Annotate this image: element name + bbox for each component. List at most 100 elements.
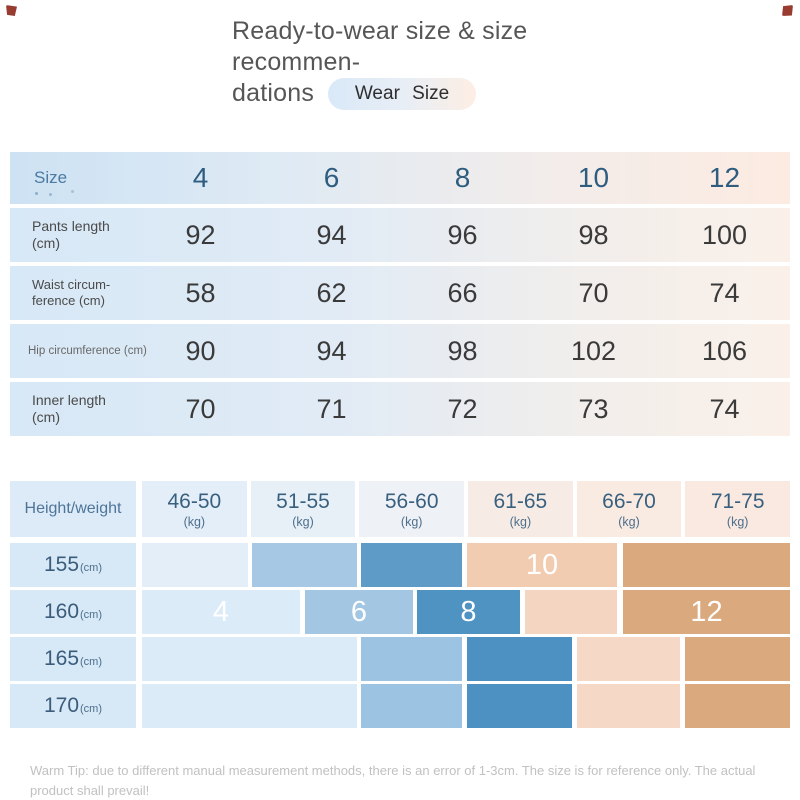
size-zone-block bbox=[142, 543, 248, 587]
size-column-6: 6 bbox=[323, 162, 340, 193]
page-title: Ready-to-wear size & size recommen- dati… bbox=[232, 16, 592, 109]
recommendation-table-header: Height/weight 46-50 (kg) 51-55 (kg) 56-6… bbox=[10, 481, 791, 537]
size-column-4: 4 bbox=[192, 162, 209, 193]
table-row-inner-length: Inner length (cm) 70 71 72 73 74 bbox=[10, 382, 790, 436]
corner-mark-right bbox=[782, 5, 793, 16]
weight-range: 56-60 bbox=[384, 489, 439, 513]
weight-range: 66-70 bbox=[602, 489, 656, 513]
page-title-line2: dations bbox=[232, 79, 315, 107]
size-value-cell: 92 bbox=[185, 219, 216, 250]
wear-size-badge-label: Wear Size bbox=[354, 83, 450, 104]
table-row-155cm: 155 (cm) 10 bbox=[10, 543, 790, 587]
size-value-cell: 74 bbox=[709, 393, 740, 424]
size-zone-block bbox=[361, 637, 462, 681]
size-zone-block bbox=[623, 543, 790, 587]
table-row-hip: Hip circumference (cm) 90 94 98 102 106 bbox=[10, 324, 790, 378]
size-table-header: Size 4 6 8 10 12 bbox=[10, 152, 790, 204]
weight-range: 46-50 bbox=[167, 489, 222, 513]
weight-range: 51-55 bbox=[276, 489, 330, 513]
warm-tip: Warm Tip: due to different manual measur… bbox=[30, 763, 756, 799]
weight-unit: (kg) bbox=[509, 514, 532, 529]
weight-header-cell: 56-60 (kg) bbox=[359, 481, 465, 537]
size-zone-block-10: 10 bbox=[467, 543, 617, 587]
height-value: 155 bbox=[43, 553, 80, 576]
size-zone-block-4: 4 bbox=[142, 590, 300, 634]
size-zone-block bbox=[142, 637, 357, 681]
size-value-cell: 90 bbox=[185, 335, 216, 366]
table-row-160cm: 160 (cm) 4 6 8 12 bbox=[10, 590, 790, 634]
size-header-label-cell: Size bbox=[10, 168, 135, 195]
corner-mark-left bbox=[6, 5, 17, 16]
size-zone-block bbox=[577, 684, 680, 728]
height-value: 160 bbox=[43, 600, 80, 623]
height-label-cell: 165 (cm) bbox=[10, 637, 136, 681]
table-row-170cm: 170 (cm) bbox=[10, 684, 790, 728]
size-zone-block bbox=[577, 637, 680, 681]
size-value-cell: 106 bbox=[701, 335, 748, 366]
row-label: Inner length (cm) bbox=[32, 391, 106, 426]
height-unit: (cm) bbox=[80, 703, 103, 715]
size-underline-artifact bbox=[35, 192, 38, 195]
table-row-waist: Waist circum-ference (cm) 58 62 66 70 74 bbox=[10, 266, 790, 320]
weight-range: 61-65 bbox=[493, 489, 548, 513]
height-weight-header-cell: Height/weight bbox=[10, 481, 136, 537]
size-value-cell: 102 bbox=[570, 335, 617, 366]
height-value: 165 bbox=[43, 647, 80, 670]
size-value-cell: 73 bbox=[578, 393, 609, 424]
size-column-12: 12 bbox=[708, 162, 741, 193]
size-zone-block bbox=[142, 684, 357, 728]
row-label: Pants length (cm) bbox=[32, 217, 110, 252]
size-value-cell: 74 bbox=[709, 277, 740, 308]
size-zone-block-6: 6 bbox=[305, 590, 413, 634]
weight-range: 71-75 bbox=[710, 489, 765, 513]
size-value-cell: 96 bbox=[447, 219, 478, 250]
row-label: Waist circum-ference (cm) bbox=[32, 276, 111, 308]
size-value-cell: 62 bbox=[316, 277, 347, 308]
size-value-cell: 94 bbox=[316, 219, 347, 250]
height-label-cell: 170 (cm) bbox=[10, 684, 136, 728]
weight-header-cell: 51-55 (kg) bbox=[250, 481, 356, 537]
weight-unit: (kg) bbox=[183, 514, 206, 529]
size-zone-block-12: 12 bbox=[623, 590, 790, 634]
size-zone-block bbox=[467, 637, 572, 681]
weight-unit: (kg) bbox=[400, 514, 423, 529]
height-unit: (cm) bbox=[80, 609, 103, 621]
weight-unit: (kg) bbox=[292, 514, 314, 529]
height-label-cell: 160 (cm) bbox=[10, 590, 136, 634]
size-value-cell: 58 bbox=[185, 277, 216, 308]
size-zone-block bbox=[252, 543, 357, 587]
height-weight-label: Height/weight bbox=[24, 500, 122, 517]
height-unit: (cm) bbox=[80, 562, 103, 574]
weight-unit: (kg) bbox=[726, 514, 749, 529]
weight-unit: (kg) bbox=[618, 514, 640, 529]
weight-header-cell: 61-65 (kg) bbox=[468, 481, 573, 537]
size-value-cell: 66 bbox=[447, 277, 478, 308]
size-value-cell: 71 bbox=[316, 393, 347, 424]
height-unit: (cm) bbox=[80, 656, 103, 668]
table-row-pants-length: Pants length (cm) 92 94 96 98 100 bbox=[10, 208, 790, 262]
size-column-8: 8 bbox=[454, 162, 471, 193]
size-zone-block bbox=[467, 684, 572, 728]
row-label: Hip circumference (cm) bbox=[28, 344, 147, 357]
weight-header-cell: 66-70 (kg) bbox=[576, 481, 682, 537]
height-value: 170 bbox=[43, 694, 80, 717]
weight-header-cell: 46-50 (kg) bbox=[142, 481, 247, 537]
page-title-line1: Ready-to-wear size & size recommen- bbox=[232, 17, 528, 76]
size-value-cell: 72 bbox=[447, 393, 478, 424]
size-zone-block bbox=[525, 590, 617, 634]
size-value-cell: 70 bbox=[578, 277, 609, 308]
size-column-10: 10 bbox=[577, 162, 610, 193]
size-zone-block bbox=[685, 684, 790, 728]
size-header-label: Size bbox=[34, 168, 68, 187]
size-value-cell: 98 bbox=[578, 219, 609, 250]
height-label-cell: 155 (cm) bbox=[10, 543, 136, 587]
size-zone-block bbox=[361, 543, 462, 587]
size-zone-block-8: 8 bbox=[417, 590, 520, 634]
weight-header-cell: 71-75 (kg) bbox=[685, 481, 791, 537]
size-value-cell: 70 bbox=[185, 393, 216, 424]
size-zone-block bbox=[685, 637, 790, 681]
size-zone-block bbox=[361, 684, 462, 728]
size-table: Size 4 6 8 10 12 Pants length (cm) 92 94… bbox=[10, 152, 790, 440]
size-value-cell: 98 bbox=[447, 335, 478, 366]
wear-size-badge: Wear Size bbox=[328, 78, 476, 110]
